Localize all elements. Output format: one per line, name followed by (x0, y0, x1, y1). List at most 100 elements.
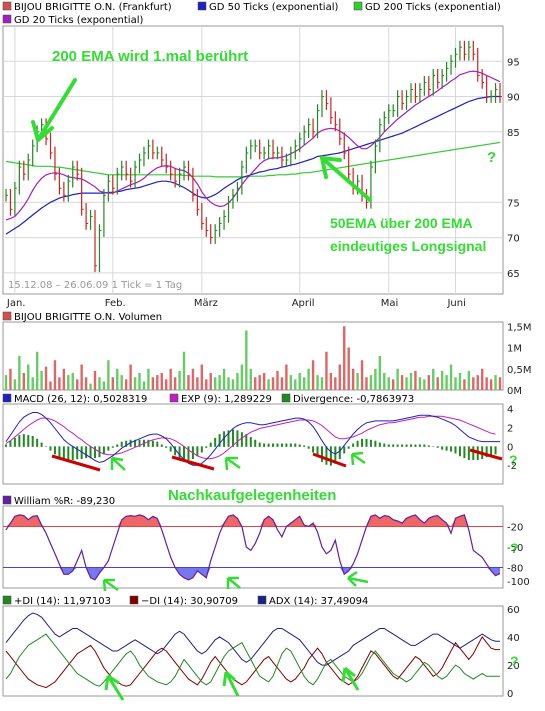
macd-divergence-bar (160, 444, 163, 447)
x-tick-label: Feb. (105, 298, 126, 309)
volume-bar (338, 364, 341, 390)
volume-bar (423, 379, 426, 390)
macd-divergence-bar (174, 446, 177, 456)
macd-divergence-bar (387, 444, 390, 447)
macd-divergence-bar (361, 438, 364, 447)
volume-bar (387, 377, 390, 390)
williams-overbought-area (6, 514, 500, 527)
y-tick-label: 95 (507, 57, 520, 68)
volume-bar (165, 379, 168, 390)
macd-divergence-bar (76, 446, 79, 460)
volume-bar (400, 375, 404, 390)
macd-divergence-bar (445, 446, 448, 451)
williams-y-tick-label: -80 (507, 564, 523, 575)
macd-divergence-bar (240, 432, 243, 447)
macd-divergence-bar (325, 446, 328, 465)
y-tick-label: 90 (507, 93, 520, 104)
macd-divergence-bar (58, 446, 61, 458)
volume-bar (9, 368, 12, 390)
volume-bar (191, 368, 195, 390)
macd-divergence-bar (356, 440, 359, 447)
volume-bar (391, 379, 395, 390)
volume-bar (254, 377, 257, 390)
macd-divergence-bar (494, 446, 497, 455)
volume-y-tick-label: 1M (507, 344, 522, 355)
trendline-red-4 (469, 448, 503, 461)
volume-y-tick-label: 0M (507, 386, 522, 397)
macd-y-tick-label: 4 (507, 405, 513, 416)
volume-bar (13, 379, 17, 390)
macd-divergence-bar (214, 437, 217, 447)
volume-bar (374, 368, 377, 390)
volume-bar (307, 368, 310, 390)
macd-divergence-bar (120, 441, 123, 447)
dmi-legend-swatch (257, 595, 267, 605)
volume-bar (365, 377, 368, 390)
volume-bar (178, 370, 181, 390)
macd-divergence-bar (138, 439, 141, 447)
volume-bar (116, 368, 119, 390)
price-legend-swatch (2, 14, 12, 24)
macd-divergence-bar (450, 446, 453, 452)
macd-legend-swatch (281, 393, 291, 403)
arrow-williams-1 (102, 578, 119, 592)
macd-legend-swatch (169, 393, 179, 403)
trendline-red-1 (51, 454, 101, 472)
macd-divergence-bar (67, 446, 70, 461)
williams-y-tick-label: -20 (507, 523, 523, 534)
volume-bar (489, 379, 493, 390)
trendline-red-3 (312, 452, 347, 468)
volume-bar (76, 379, 79, 390)
volume-bar (31, 377, 34, 390)
volume-bar (383, 373, 386, 390)
macd-divergence-bar (102, 446, 105, 455)
macd-divergence-bar (396, 444, 399, 447)
macd-divergence-bar (129, 439, 132, 447)
arrow-macd-3 (350, 451, 366, 466)
volume-bar (93, 370, 97, 390)
volume-bar (40, 370, 43, 390)
macd-divergence-bar (347, 446, 350, 449)
macd-divergence-bar (254, 439, 257, 447)
volume-bar (196, 377, 199, 390)
annotation-question-dmi: ? (510, 653, 519, 669)
dmi-legend-swatch (129, 595, 139, 605)
macd-divergence-bar (267, 443, 270, 447)
macd-divergence-bar (236, 430, 239, 447)
macd-divergence-bar (485, 446, 488, 458)
macd-divergence-bar (343, 446, 346, 454)
macd-divergence-bar (374, 440, 377, 447)
annotation-question-macd: ? (509, 452, 518, 468)
macd-divergence-bar (441, 446, 444, 450)
volume-bar (4, 375, 8, 390)
annotation-question-price: ? (487, 149, 496, 166)
ema20-line (5, 70, 501, 221)
volume-bar (107, 360, 110, 390)
volume-bar (236, 373, 239, 390)
macd-divergence-bar (409, 444, 412, 447)
volume-bar (436, 377, 439, 390)
macd-divergence-bar (147, 439, 150, 447)
volume-bar (249, 368, 252, 390)
macd-divergence-bar (85, 446, 88, 459)
price-legend-label: BIJOU BRIGITTE O.N. (Frankfurt) (14, 2, 172, 13)
dmi-y-tick-label: 20 (507, 661, 520, 672)
volume-bar (35, 351, 39, 390)
volume-bar (182, 351, 186, 390)
dmi-legend-label: +DI (14): 11,97103 (14, 596, 111, 607)
macd-divergence-bar (13, 437, 16, 447)
ema200-line (5, 141, 501, 178)
macd-divergence-bar (22, 434, 25, 447)
date-range-label: 15.12.08 – 26.06.09 1 Tick = 1 Tag (8, 280, 182, 291)
volume-bar (360, 360, 364, 390)
macd-divergence-bar (369, 439, 372, 447)
volume-bar (67, 375, 70, 390)
volume-bar (351, 368, 355, 390)
macd-legend-label: EXP (9): 1,289229 (181, 394, 272, 405)
volume-bar (494, 375, 497, 390)
macd-divergence-bar (423, 444, 426, 447)
williams-y-tick-label: -50 (507, 543, 523, 554)
volume-bar (227, 377, 230, 390)
volume-bar (245, 330, 248, 390)
arrow-williams-3 (347, 570, 369, 587)
